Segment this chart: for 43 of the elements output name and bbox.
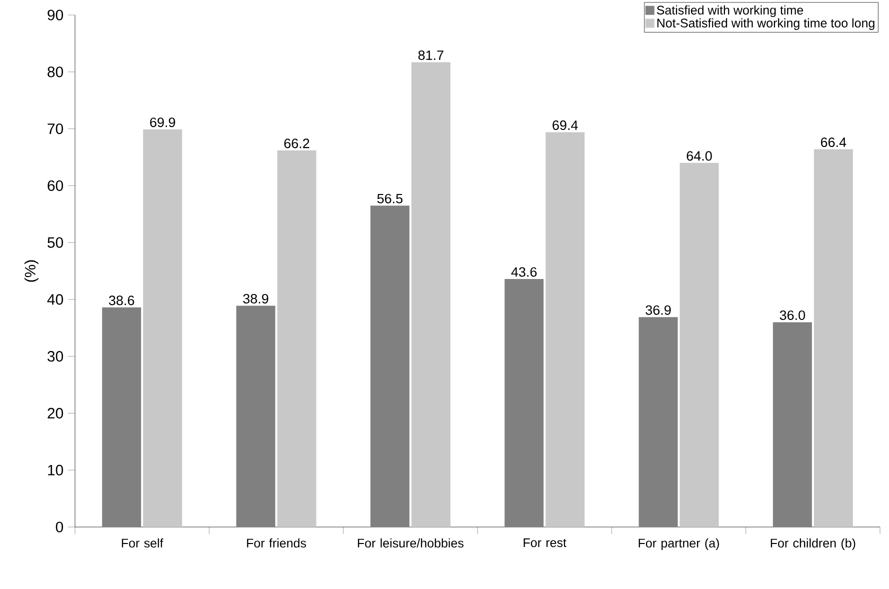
data-label: 64.0 [686, 151, 712, 161]
bar [277, 150, 316, 527]
bar [772, 322, 812, 527]
x-tick-label: For children (b) [770, 538, 856, 550]
legend-label: Satisfied with working time [656, 5, 804, 18]
y-tick-label: 80 [48, 66, 64, 78]
bar [504, 278, 544, 527]
bar [411, 62, 450, 527]
data-label: 38.9 [243, 294, 268, 304]
bar [143, 129, 182, 527]
x-tick-label: For self [122, 538, 164, 548]
y-tick-label: 50 [48, 237, 64, 248]
legend-label: Not-Satisfied with working time too long [657, 18, 874, 30]
x-tick-label: For friends [247, 538, 306, 548]
y-tick-label: 10 [48, 464, 64, 476]
data-label: 36.0 [780, 310, 806, 320]
data-label: 69.9 [150, 118, 176, 128]
x-tick-label: For rest [524, 538, 566, 548]
data-label: 43.6 [511, 267, 537, 277]
x-tick-label: For leisure/hobbies [358, 538, 464, 548]
data-label: 81.7 [418, 50, 444, 60]
y-tick-label: 40 [47, 294, 64, 305]
y-tick-label: 30 [48, 351, 64, 362]
data-label: 56.5 [377, 194, 402, 204]
data-label: 38.6 [108, 296, 134, 306]
y-axis-title: (%) [24, 260, 38, 282]
data-label: 69.4 [552, 120, 578, 130]
y-tick-label: 70 [48, 123, 64, 134]
bar [546, 132, 585, 527]
y-tick-label: 90 [48, 10, 64, 20]
bar [102, 307, 142, 527]
y-tick-label: 20 [48, 408, 64, 419]
data-label: 36.9 [646, 305, 671, 315]
y-tick-label: 0 [56, 522, 64, 532]
bar [814, 149, 853, 527]
y-tick-label: 60 [48, 180, 64, 191]
bar [680, 162, 719, 527]
data-label: 66.4 [820, 138, 846, 148]
bar [638, 317, 678, 527]
data-label: 66.2 [284, 138, 310, 148]
x-tick-label: For partner (a) [638, 538, 719, 550]
bar [370, 206, 410, 527]
bar [236, 306, 276, 527]
